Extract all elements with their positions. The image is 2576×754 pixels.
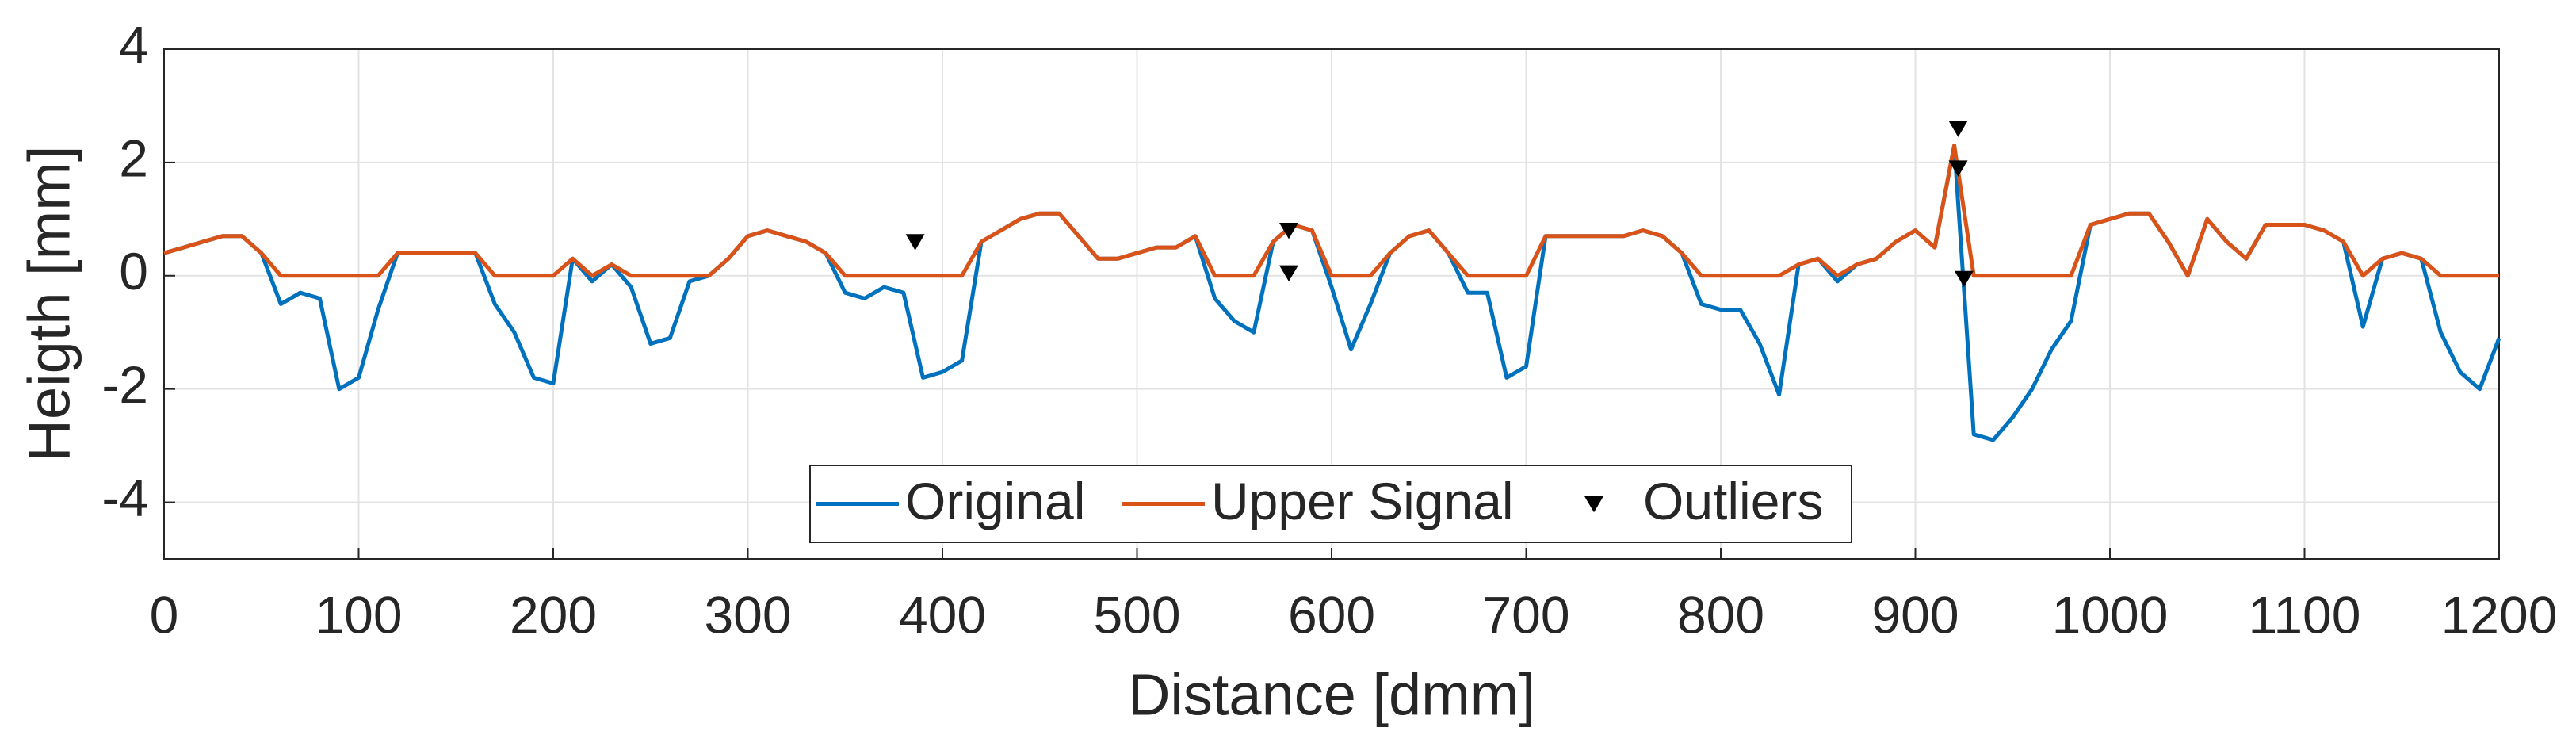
legend-label: Outliers bbox=[1643, 472, 1823, 530]
outlier-marker bbox=[1278, 223, 1298, 239]
outlier-marker bbox=[1954, 270, 1974, 288]
x-tick-label: 800 bbox=[1677, 585, 1764, 644]
legend-label: Original bbox=[905, 472, 1085, 530]
outlier-marker bbox=[1278, 265, 1298, 282]
x-tick-label: 200 bbox=[510, 585, 597, 644]
y-tick-label: 2 bbox=[119, 128, 148, 187]
y-tick-label: 0 bbox=[119, 242, 148, 300]
y-tick-label: -4 bbox=[101, 469, 148, 527]
x-tick-label: 900 bbox=[1871, 585, 1959, 644]
x-tick-label: 400 bbox=[899, 585, 986, 644]
x-tick-label: 300 bbox=[704, 585, 791, 644]
legend-label: Upper Signal bbox=[1211, 472, 1514, 530]
legend-box bbox=[809, 465, 1852, 543]
series-line bbox=[163, 144, 2499, 278]
y-tick-label: -2 bbox=[101, 355, 148, 414]
plot-frame bbox=[163, 48, 2500, 560]
y-axis-label: Heigth [mm] bbox=[17, 146, 82, 462]
outlier-marker bbox=[1948, 160, 1968, 177]
x-tick-label: 100 bbox=[315, 585, 402, 644]
x-tick-label: 1000 bbox=[2052, 585, 2169, 644]
outlier-marker bbox=[1948, 121, 1968, 137]
x-tick-label: 1200 bbox=[2441, 585, 2558, 644]
outlier-marker bbox=[905, 234, 925, 251]
x-tick-label: 1100 bbox=[2249, 585, 2361, 644]
x-tick-label: 500 bbox=[1093, 585, 1180, 644]
x-tick-label: 600 bbox=[1288, 585, 1375, 644]
legend-marker bbox=[1584, 496, 1603, 513]
x-tick-label: 0 bbox=[150, 585, 179, 644]
y-tick-label: 4 bbox=[119, 15, 148, 74]
x-axis-label: Distance [dmm] bbox=[1128, 662, 1535, 728]
x-tick-label: 700 bbox=[1482, 585, 1569, 644]
